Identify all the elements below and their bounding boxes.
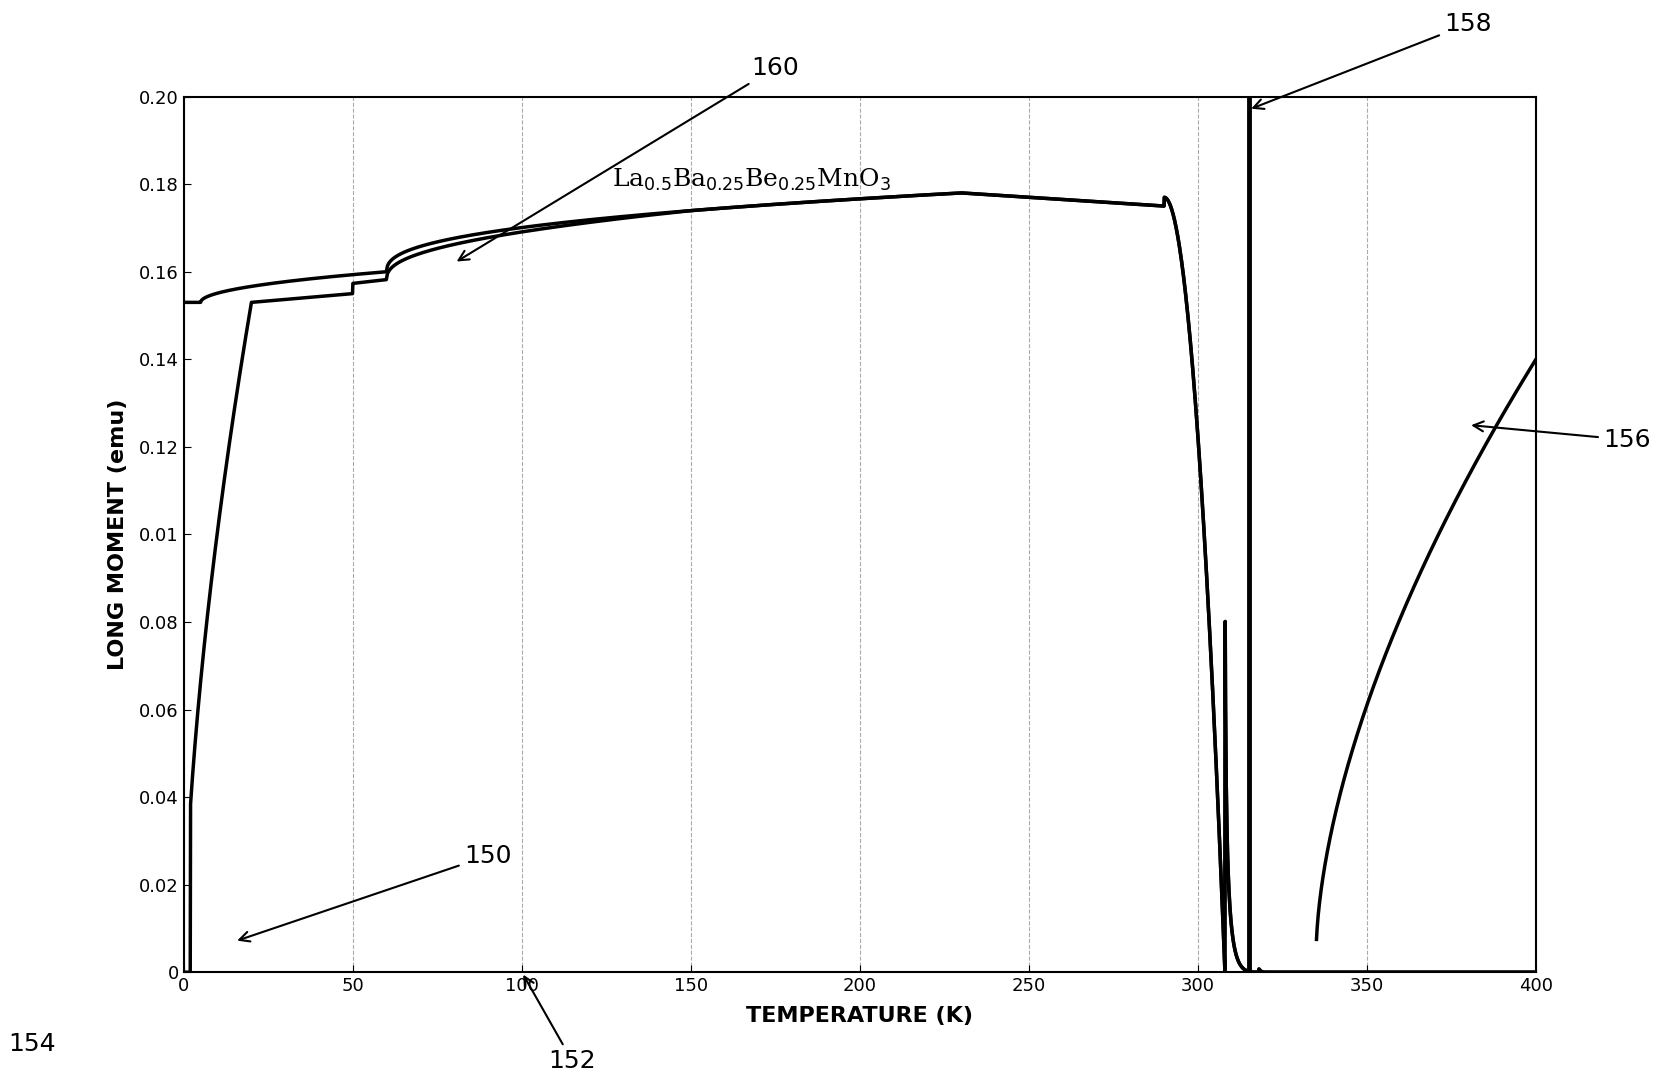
X-axis label: TEMPERATURE (K): TEMPERATURE (K) xyxy=(747,1006,973,1027)
Y-axis label: LONG MOMENT (emu): LONG MOMENT (emu) xyxy=(108,399,128,670)
Text: 158: 158 xyxy=(1254,12,1492,108)
Text: 156: 156 xyxy=(1473,422,1651,452)
Text: La$_{0.5}$Ba$_{0.25}$Be$_{0.25}$MnO$_{3}$: La$_{0.5}$Ba$_{0.25}$Be$_{0.25}$MnO$_{3}… xyxy=(612,167,891,193)
Text: 160: 160 xyxy=(459,55,800,260)
Text: 152: 152 xyxy=(524,977,597,1073)
Text: 154: 154 xyxy=(8,1032,55,1056)
Text: 150: 150 xyxy=(239,843,512,941)
